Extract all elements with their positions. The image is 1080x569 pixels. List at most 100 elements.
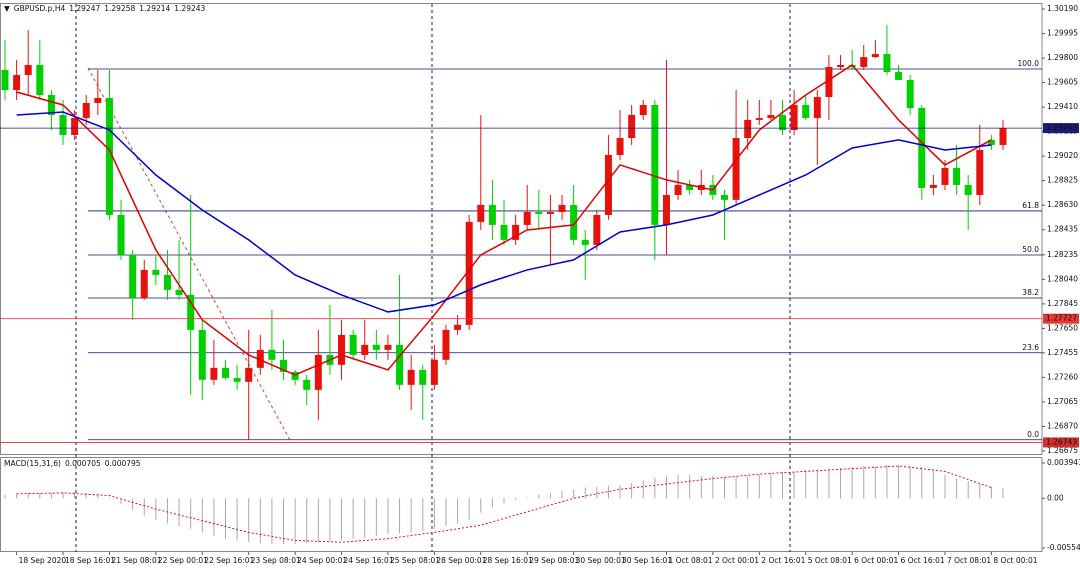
candle-body bbox=[140, 269, 148, 298]
candle-body bbox=[349, 334, 357, 355]
candle-body bbox=[686, 184, 694, 190]
candle-body bbox=[221, 367, 229, 378]
x-tick-label: 2 Oct 16:01 bbox=[761, 556, 805, 565]
y-tick-label: 0.003941 bbox=[1047, 458, 1080, 467]
candle-body bbox=[802, 104, 810, 119]
fib-label: 61.8 bbox=[1022, 201, 1039, 210]
x-tick-label: 28 Sep 16:01 bbox=[483, 556, 533, 565]
y-tick-label: 1.29020 bbox=[1047, 151, 1078, 160]
macd-signal bbox=[16, 465, 992, 543]
candle-body bbox=[303, 379, 311, 390]
candle-body bbox=[233, 377, 241, 382]
candle-body bbox=[1, 70, 9, 91]
y-tick-label: 1.29410 bbox=[1047, 102, 1078, 111]
candle-body bbox=[465, 221, 473, 325]
candle-body bbox=[837, 64, 845, 67]
y-tick-label: 1.28825 bbox=[1047, 176, 1078, 185]
open-readout: 1.29247 bbox=[69, 4, 101, 13]
candle-body bbox=[280, 359, 288, 372]
y-tick-label: 1.27065 bbox=[1047, 397, 1078, 406]
candle-body bbox=[987, 139, 995, 145]
candle-body bbox=[662, 194, 670, 225]
candle-body bbox=[256, 349, 264, 368]
candle-body bbox=[94, 98, 102, 103]
x-tick-label: 21 Sep 08:01 bbox=[111, 556, 161, 565]
candle-body bbox=[651, 104, 659, 225]
candle-body bbox=[999, 127, 1007, 145]
candle-body bbox=[720, 194, 728, 200]
candle-body bbox=[268, 349, 276, 360]
signal-readout: 0.000795 bbox=[104, 459, 141, 468]
y-tick-label: 1.28235 bbox=[1047, 250, 1078, 259]
x-tick-label: 24 Sep 00:01 bbox=[297, 556, 347, 565]
candle-body bbox=[593, 214, 601, 245]
candle-body bbox=[338, 334, 346, 365]
candle-body bbox=[546, 211, 554, 214]
candle-body bbox=[488, 204, 496, 225]
candle-body bbox=[454, 324, 462, 330]
menu-arrow[interactable]: ▼ bbox=[4, 4, 10, 13]
candle-body bbox=[129, 254, 137, 298]
price-label: 1.26743 bbox=[1046, 437, 1077, 446]
candle-body bbox=[419, 369, 427, 385]
candle-body bbox=[291, 371, 299, 380]
price-label: 1.27727 bbox=[1046, 314, 1077, 323]
candle-body bbox=[570, 204, 578, 240]
x-tick-label: 2 Oct 00:01 bbox=[715, 556, 759, 565]
x-tick-label: 18 Sep 2020 bbox=[19, 556, 67, 565]
candle-body bbox=[430, 359, 438, 385]
candle-body bbox=[372, 344, 380, 350]
candle-body bbox=[767, 115, 775, 119]
x-tick-label: 5 Oct 08:01 bbox=[808, 556, 852, 565]
candle-body bbox=[581, 239, 589, 245]
moving-average bbox=[16, 63, 992, 376]
fib-label: 100.0 bbox=[1018, 59, 1040, 68]
candle-body bbox=[674, 184, 682, 195]
candle-body bbox=[59, 115, 67, 136]
candle-body bbox=[871, 54, 879, 58]
candle-body bbox=[396, 344, 404, 385]
close-readout: 1.29243 bbox=[174, 4, 206, 13]
x-tick-label: 6 Oct 00:01 bbox=[854, 556, 898, 565]
candle-body bbox=[535, 211, 543, 214]
candle-body bbox=[512, 224, 520, 240]
candle-body bbox=[755, 118, 763, 120]
y-tick-label: 1.27260 bbox=[1047, 372, 1078, 381]
x-tick-label: 23 Sep 08:01 bbox=[251, 556, 301, 565]
price-label-box bbox=[1043, 313, 1079, 324]
y-tick-label: 1.29995 bbox=[1047, 29, 1078, 38]
x-tick-label: 6 Oct 16:01 bbox=[901, 556, 945, 565]
y-tick-label: 1.30190 bbox=[1047, 4, 1078, 13]
candle-body bbox=[13, 75, 21, 91]
fib-label: 50.0 bbox=[1022, 245, 1039, 254]
x-tick-label: 24 Sep 16:01 bbox=[344, 556, 394, 565]
x-tick-label: 30 Sep 00:01 bbox=[576, 556, 626, 565]
y-tick-label: 1.26675 bbox=[1047, 446, 1078, 455]
x-tick-label: 22 Sep 16:01 bbox=[204, 556, 254, 565]
candle-body bbox=[47, 95, 55, 116]
fib-label: 0.0 bbox=[1027, 430, 1039, 439]
candle-body bbox=[477, 204, 485, 222]
candle-body bbox=[825, 66, 833, 98]
candle-body bbox=[628, 115, 636, 139]
candle-body bbox=[953, 167, 961, 185]
candle-body bbox=[906, 79, 914, 108]
candle-body bbox=[813, 97, 821, 119]
candle-body bbox=[152, 269, 160, 275]
candle-body bbox=[105, 98, 113, 215]
candle-body bbox=[604, 155, 612, 215]
candle-body bbox=[314, 354, 322, 390]
x-tick-label: 28 Sep 00:01 bbox=[436, 556, 486, 565]
moving-average bbox=[16, 111, 992, 313]
high-readout: 1.29258 bbox=[104, 4, 136, 13]
candle-body bbox=[187, 294, 195, 330]
y-tick-label: 1.27845 bbox=[1047, 299, 1078, 308]
candle-body bbox=[976, 149, 984, 195]
y-tick-label: 0.00 bbox=[1047, 493, 1064, 502]
chart-header: ▼ GBPUSD.p,H4 1.29247 1.29258 1.29214 1.… bbox=[4, 4, 205, 13]
y-tick-label: 1.26870 bbox=[1047, 421, 1078, 430]
y-tick-label: 1.28630 bbox=[1047, 200, 1078, 209]
price-label: 1.29243 bbox=[1046, 123, 1077, 132]
